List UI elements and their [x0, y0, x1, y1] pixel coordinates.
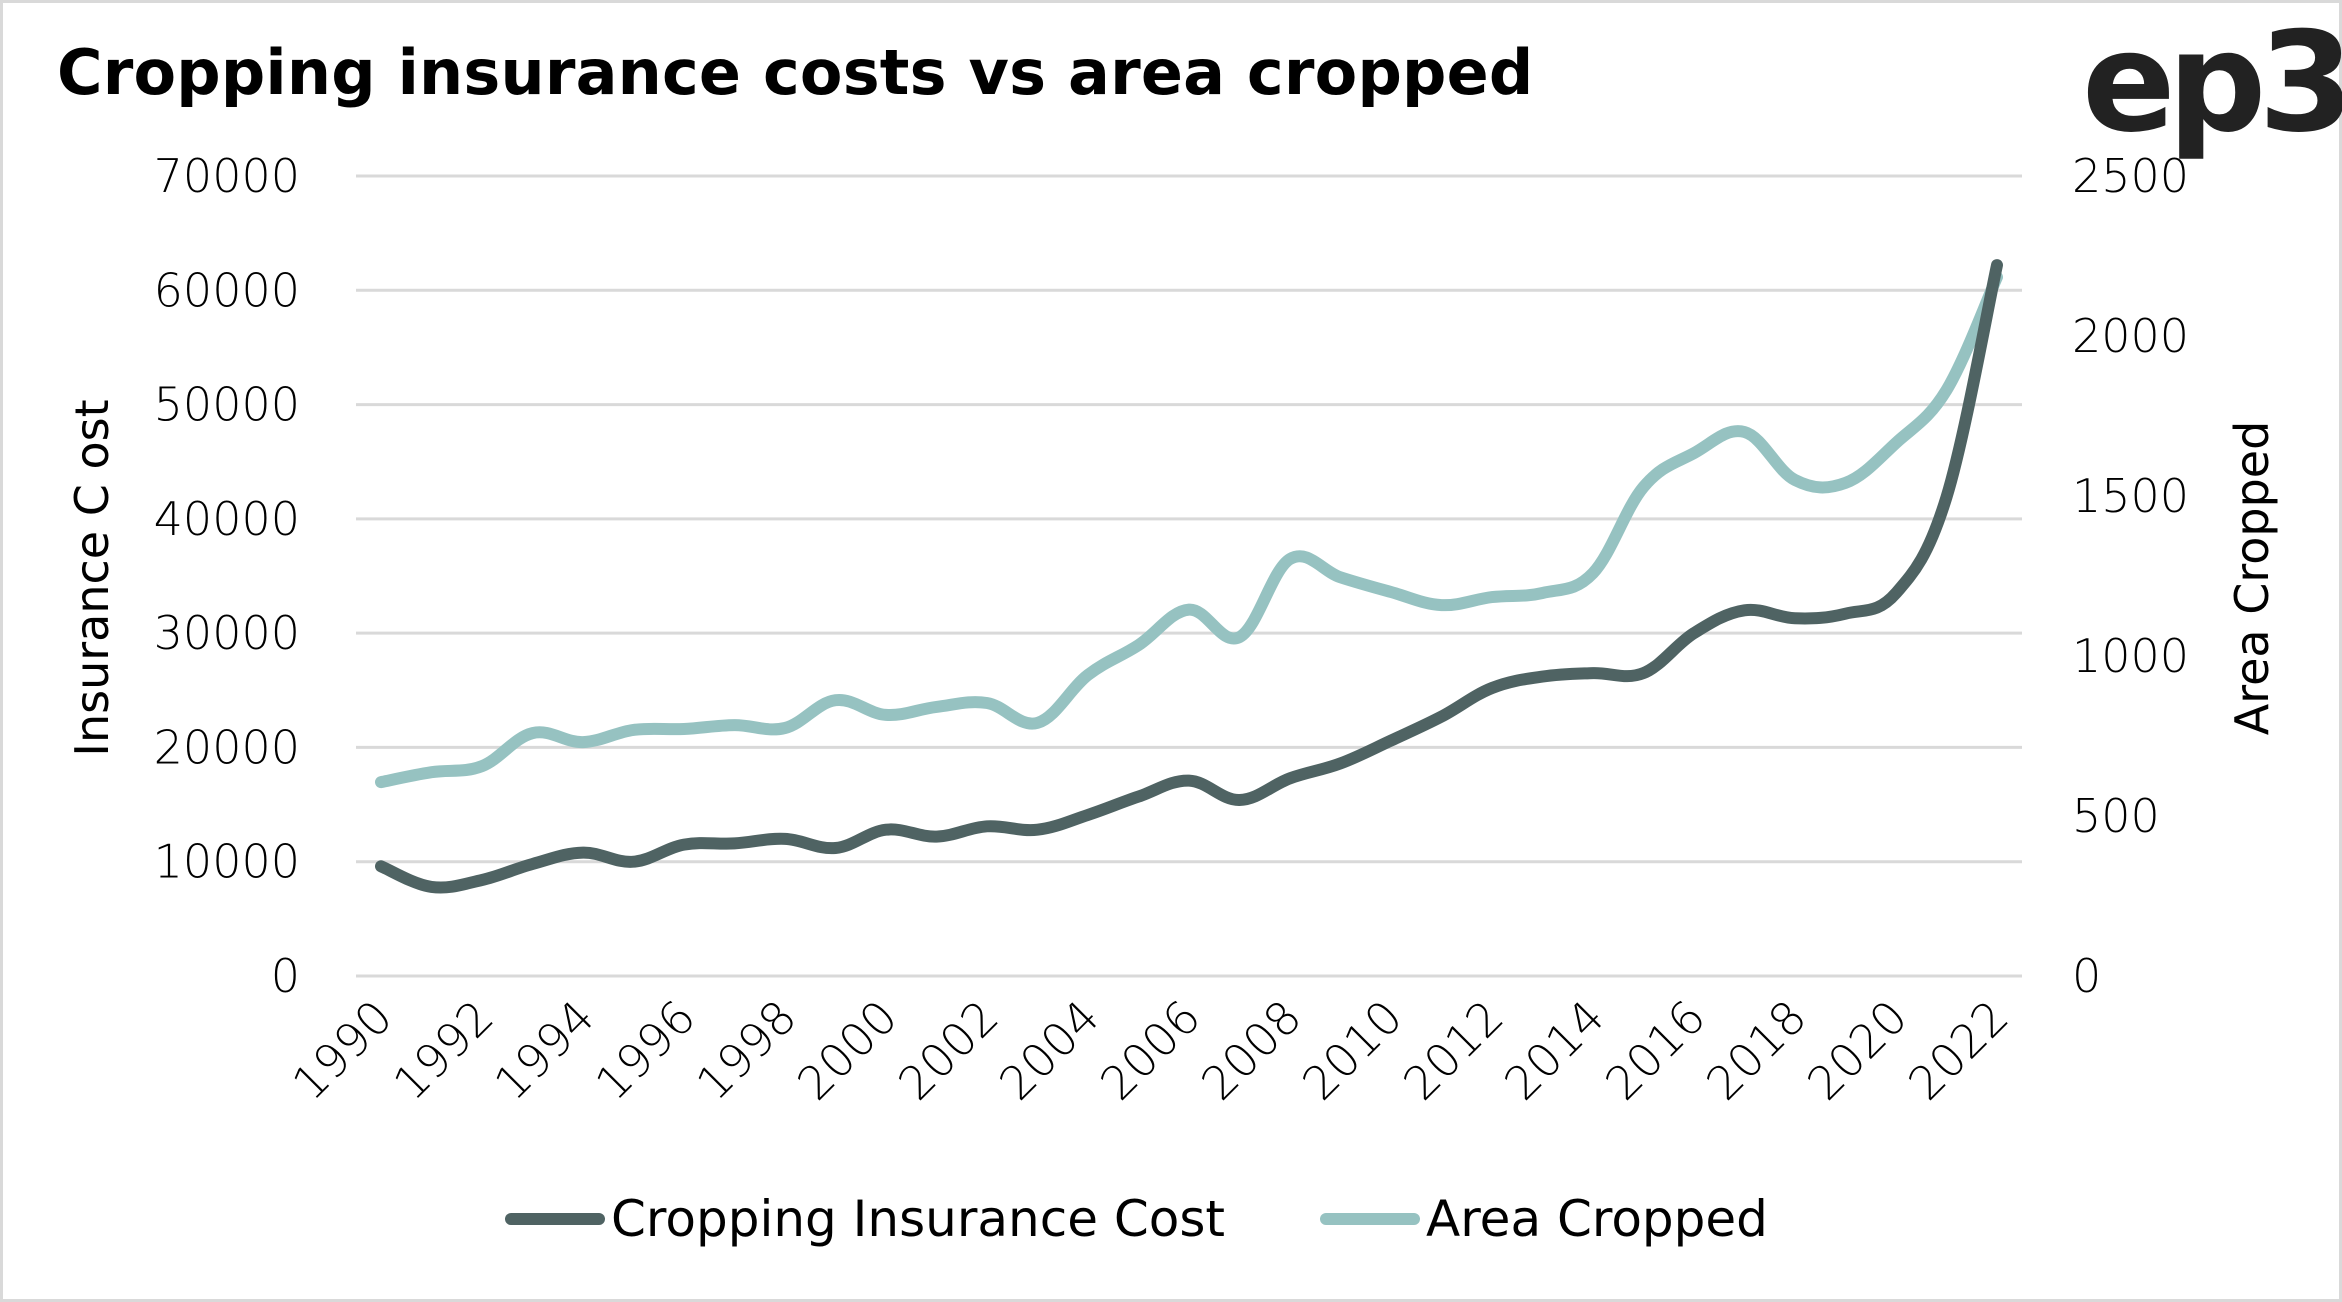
legend-label-insurance-cost: Cropping Insurance Cost	[611, 1190, 1226, 1248]
left-axis-tick-label: 20000	[154, 720, 300, 774]
right-axis-ticks: 0 500 1000 1500 2000 2500	[2072, 149, 2189, 1003]
x-axis-tick-label: 1992	[383, 990, 504, 1111]
right-axis-tick-label: 1000	[2072, 629, 2189, 683]
right-axis-tick-label: 1500	[2072, 469, 2189, 523]
x-axis-tick-label: 1990	[282, 990, 403, 1111]
x-axis-tick-label: 1996	[585, 990, 706, 1111]
left-axis-tick-label: 30000	[154, 606, 300, 660]
left-axis-ticks: 0 10000 20000 30000 40000 50000 60000 70000	[154, 149, 300, 1003]
series-points-insurance-cost	[380, 265, 1998, 887]
right-axis-tick-label: 2500	[2072, 149, 2189, 203]
left-axis-tick-label: 60000	[154, 263, 300, 317]
x-axis-tick-label: 2004	[989, 990, 1110, 1111]
chart-title: Cropping insurance costs vs area cropped	[57, 36, 1534, 109]
series-line-insurance-cost	[375, 259, 2003, 894]
left-axis-title: Insurance C ost	[65, 399, 119, 756]
x-axis-tick-label: 2020	[1797, 990, 1918, 1111]
x-axis-tick-label: 2022	[1898, 990, 2019, 1111]
legend-swatch-area-cropped	[1320, 1213, 1421, 1225]
gridlines	[356, 174, 2022, 978]
left-axis-tick-label: 10000	[154, 835, 300, 889]
legend-swatch-insurance-cost	[505, 1213, 605, 1225]
x-axis-tick-label: 2006	[1090, 990, 1211, 1111]
right-axis-title: Area Cropped	[2225, 421, 2279, 736]
x-axis-tick-label: 2012	[1393, 990, 1514, 1111]
left-axis-tick-label: 0	[271, 949, 300, 1003]
x-axis-tick-label: 2002	[888, 990, 1009, 1111]
x-axis-tick-label: 2010	[1292, 990, 1413, 1111]
series-points-area-cropped	[380, 277, 1998, 783]
x-axis-tick-label: 2008	[1191, 990, 1312, 1111]
x-axis-tick-label: 2016	[1595, 990, 1716, 1111]
x-axis-tick-label: 2014	[1494, 990, 1615, 1111]
x-axis-tick-label: 1994	[484, 990, 605, 1111]
legend-item-insurance-cost: Cropping Insurance Cost	[505, 1190, 1225, 1248]
left-axis-tick-label: 40000	[154, 492, 300, 546]
x-axis-tick-label: 1998	[686, 990, 807, 1111]
x-axis-tick-label: 2000	[787, 990, 908, 1111]
right-axis-tick-label: 0	[2072, 949, 2101, 1003]
x-axis-tick-label: 2018	[1696, 990, 1817, 1111]
right-axis-tick-label: 2000	[2072, 309, 2189, 363]
left-axis-tick-label: 70000	[154, 149, 300, 203]
legend-label-area-cropped: Area Cropped	[1426, 1190, 1768, 1248]
ep3-logo: ep3	[2082, 2, 2342, 163]
x-axis-ticks: 1990199219941996199820002002200420062008…	[282, 990, 2019, 1111]
series-line-area-cropped	[375, 271, 2003, 789]
series-lines	[375, 259, 2003, 894]
legend: Cropping Insurance Cost Area Cropped	[505, 1190, 1863, 1248]
legend-item-area-cropped: Area Cropped	[1320, 1190, 1768, 1248]
left-axis-tick-label: 50000	[154, 378, 300, 432]
right-axis-tick-label: 500	[2072, 789, 2160, 843]
